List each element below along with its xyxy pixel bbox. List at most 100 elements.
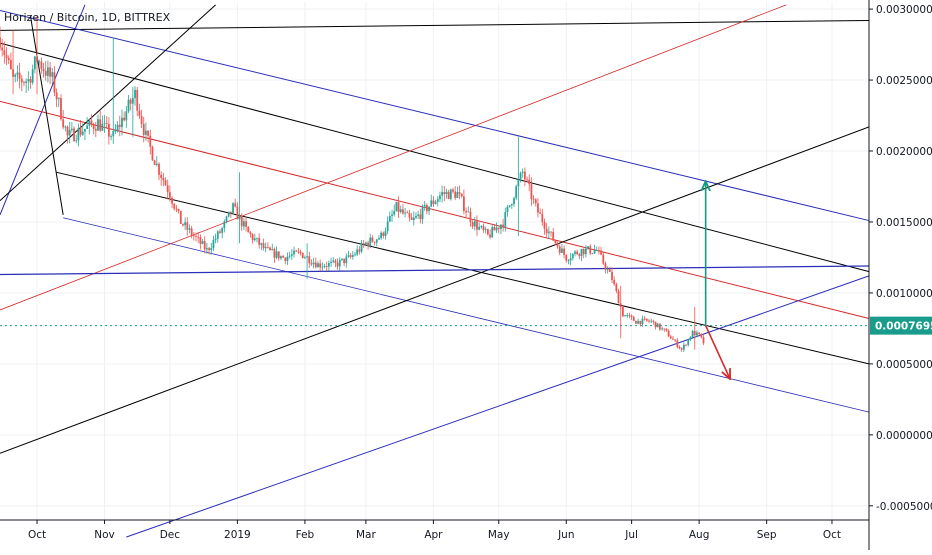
- candle-body: [452, 189, 454, 192]
- candle-body: [121, 117, 123, 127]
- chart-title: Horizen / Bitcoin, 1D, BITTREX: [4, 11, 171, 24]
- candle-body: [674, 339, 677, 341]
- candle-body: [64, 126, 67, 128]
- candle-body: [31, 69, 34, 83]
- candle-body: [493, 227, 496, 231]
- candle-body: [667, 330, 670, 337]
- candle-body: [393, 210, 396, 215]
- candle-body: [534, 199, 537, 204]
- candle-body: [225, 216, 228, 222]
- candle-body: [236, 206, 239, 220]
- candle-body: [84, 128, 86, 132]
- candle-body: [417, 214, 420, 216]
- candle-body: [421, 206, 424, 220]
- candle-body: [158, 163, 160, 175]
- candle-body: [284, 257, 287, 261]
- candle-body: [195, 236, 197, 238]
- candle-body: [140, 116, 143, 124]
- candle-body: [467, 211, 470, 213]
- candle-body: [118, 124, 121, 127]
- trend-line: [0, 4, 86, 216]
- candle-body: [484, 229, 487, 231]
- candle-body: [565, 254, 568, 261]
- candle-body: [687, 339, 690, 345]
- candle-body: [190, 228, 193, 236]
- candle-body: [399, 209, 402, 212]
- trend-line: [0, 4, 787, 311]
- candle-body: [319, 263, 322, 268]
- candle-body: [395, 202, 398, 211]
- candle-body: [508, 205, 511, 207]
- candle-body: [332, 260, 335, 262]
- candle-body: [253, 238, 256, 241]
- candle-body: [280, 256, 282, 259]
- candle-body: [16, 72, 19, 75]
- candle-body: [131, 98, 134, 104]
- candle-body: [57, 98, 60, 100]
- candle-body: [149, 135, 152, 147]
- candle-body: [656, 323, 659, 328]
- candle-body: [203, 241, 206, 250]
- candle-body: [90, 120, 93, 125]
- candle-body: [136, 89, 139, 111]
- candle-body: [617, 291, 620, 304]
- candle-body: [325, 266, 328, 267]
- candle-body: [206, 248, 208, 250]
- candle-body: [358, 249, 361, 252]
- candle-body: [458, 192, 461, 194]
- candle-body: [138, 110, 141, 117]
- candle-body: [360, 243, 363, 252]
- candle-body: [628, 314, 631, 316]
- candle-body: [430, 200, 433, 207]
- candle-body: [75, 140, 78, 142]
- candle-body: [702, 337, 705, 344]
- candle-body: [327, 263, 330, 267]
- candle-body: [506, 206, 509, 213]
- candle-body: [447, 191, 450, 199]
- candle-body: [611, 271, 613, 280]
- candle-body: [286, 256, 289, 261]
- candle-body: [81, 131, 84, 135]
- candle-body: [293, 250, 295, 255]
- candle-body: [3, 50, 6, 55]
- candle-body: [495, 227, 498, 231]
- candle-body: [648, 320, 650, 322]
- candle-body: [317, 263, 319, 268]
- trend-line: [63, 217, 870, 413]
- candle-body: [428, 206, 430, 212]
- candle-body: [434, 201, 437, 204]
- candle-body: [70, 128, 73, 131]
- candle-body: [5, 54, 8, 58]
- candle-body: [68, 130, 71, 136]
- candle-body: [541, 213, 544, 223]
- candle-body: [334, 260, 337, 263]
- candle-body: [47, 67, 49, 76]
- candle-body: [558, 246, 561, 253]
- candle-body: [460, 193, 463, 197]
- x-tick-label: Aug: [689, 529, 710, 541]
- candle-body: [277, 251, 280, 259]
- candle-body: [251, 234, 254, 241]
- candle-body: [691, 330, 694, 338]
- candle-body: [42, 68, 45, 71]
- candle-body: [27, 79, 30, 82]
- candle-body: [129, 99, 132, 104]
- candle-body: [554, 240, 557, 244]
- candle-body: [312, 262, 315, 265]
- candle-body: [693, 330, 696, 336]
- candle-body: [537, 203, 539, 213]
- candle-body: [7, 57, 10, 61]
- candle-body: [510, 204, 513, 206]
- candle-body: [125, 111, 128, 121]
- candle-body: [500, 224, 502, 230]
- candle-body: [696, 332, 698, 336]
- candle-body: [530, 184, 533, 200]
- candle-body: [669, 336, 672, 339]
- candle-body: [526, 179, 528, 181]
- candle-body: [88, 120, 91, 126]
- x-tick-label: May: [488, 529, 510, 541]
- candle-body: [362, 243, 365, 245]
